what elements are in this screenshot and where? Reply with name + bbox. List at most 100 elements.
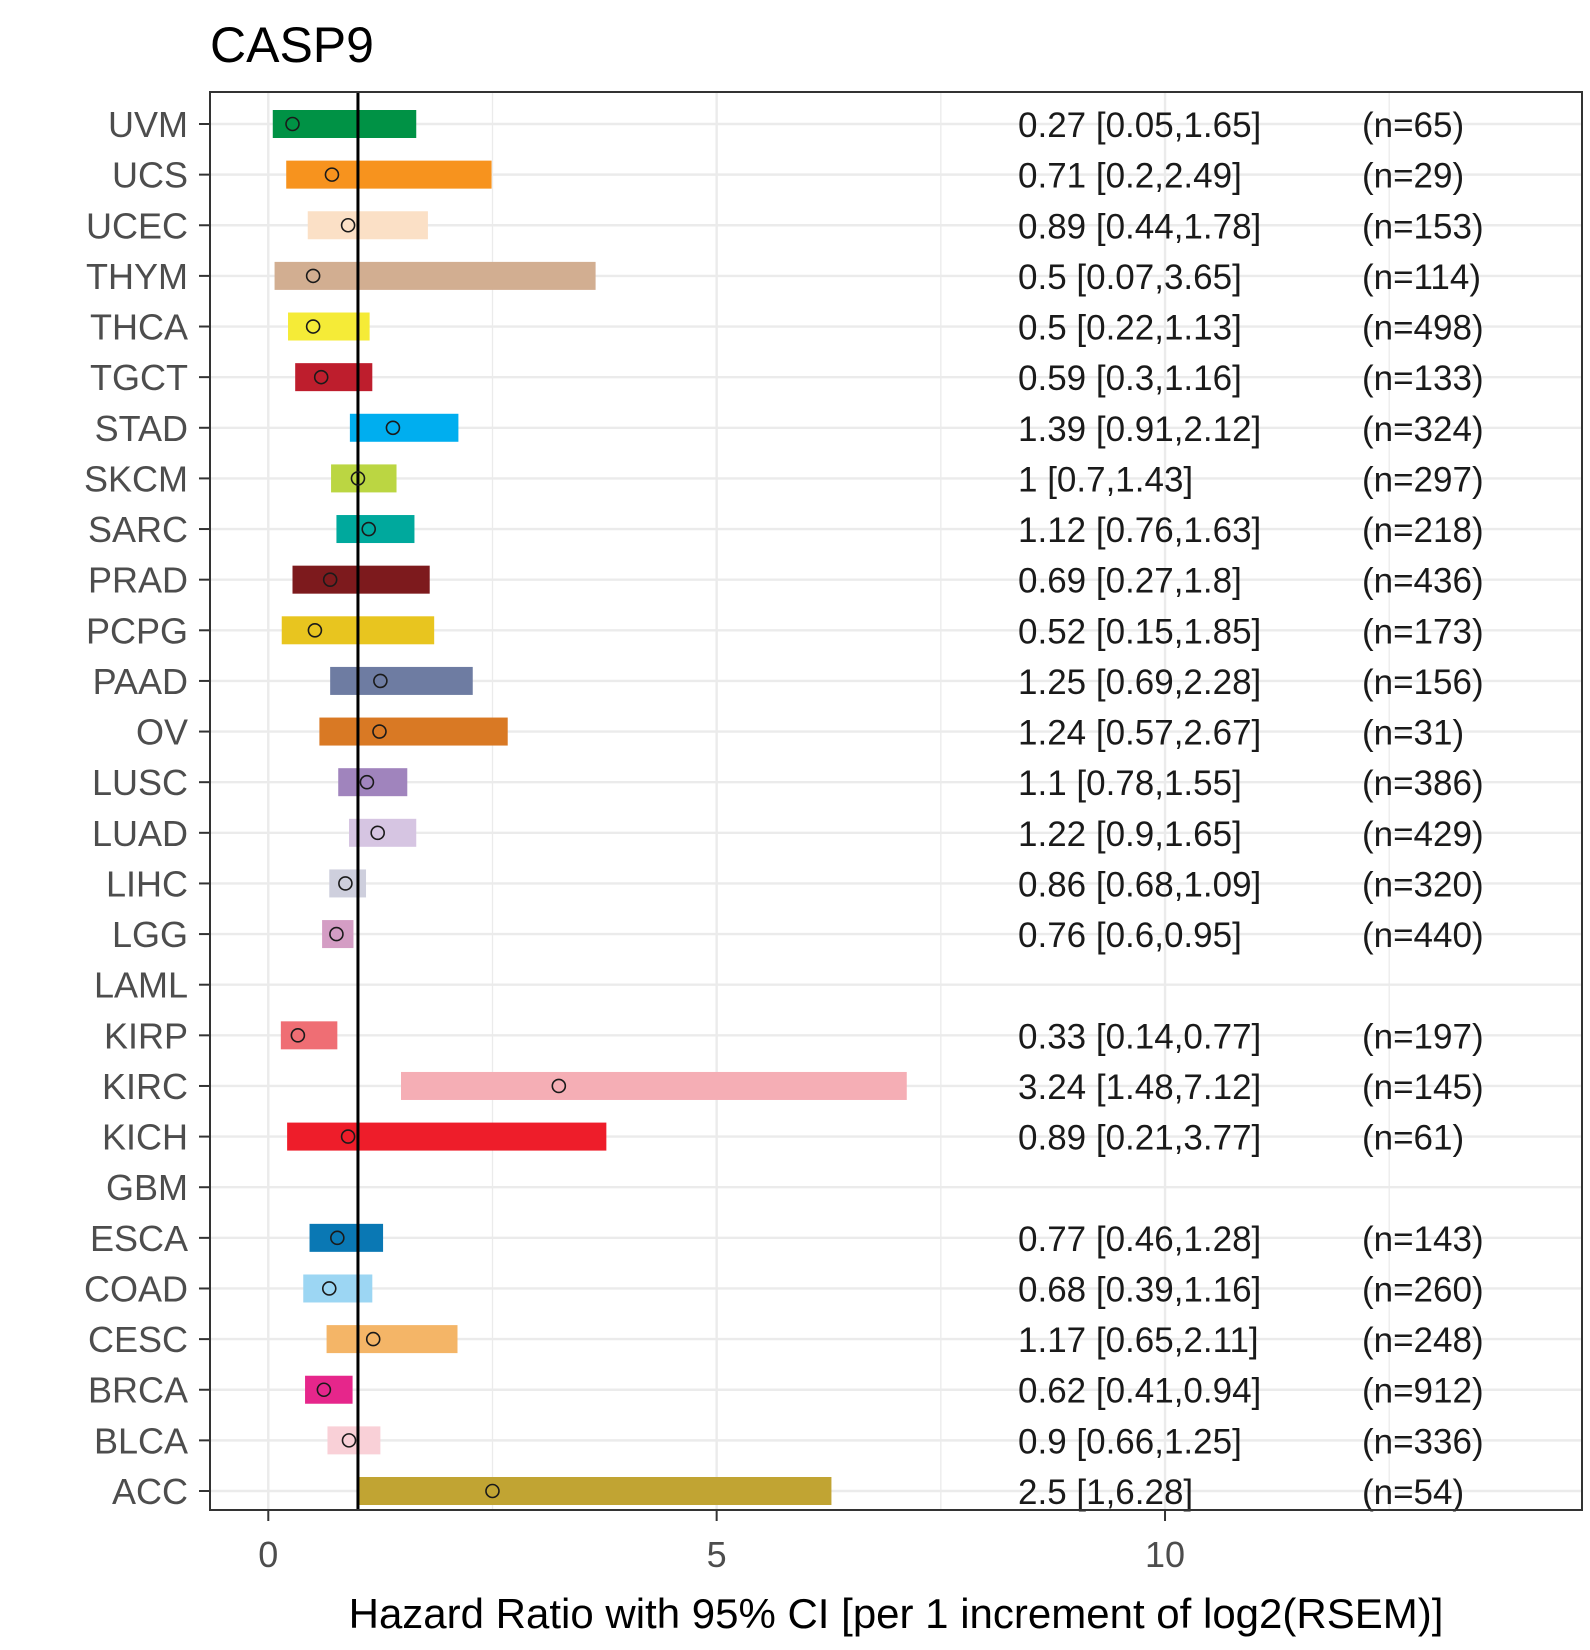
hr-ci-text: 1.39 [0.91,2.12] <box>1018 410 1261 449</box>
sample-size-text: (n=114) <box>1362 258 1481 297</box>
sample-size-text: (n=197) <box>1362 1017 1484 1056</box>
ci-bar <box>330 666 473 695</box>
hr-point <box>361 521 377 537</box>
hr-ci-text: 0.9 [0.66,1.25] <box>1018 1422 1242 1461</box>
hr-point <box>370 825 385 841</box>
grid-lines <box>210 92 1582 1510</box>
hr-ci-text: 0.52 [0.15,1.85] <box>1018 612 1261 651</box>
sample-size-text: (n=498) <box>1362 309 1484 348</box>
sample-size-text: (n=386) <box>1362 764 1484 803</box>
sample-size-text: (n=133) <box>1362 359 1484 398</box>
hr-ci-text: 0.5 [0.22,1.13] <box>1018 309 1242 348</box>
y-tick-label: KIRP <box>104 1015 188 1056</box>
ci-bar <box>292 565 430 594</box>
ci-bar <box>274 261 596 290</box>
ci-bar <box>309 1223 384 1252</box>
sample-size-text: (n=145) <box>1362 1068 1484 1107</box>
ci-bar <box>286 160 492 189</box>
hr-point <box>340 217 356 233</box>
ci-bar <box>357 1477 832 1505</box>
hr-point <box>290 1028 306 1043</box>
hr-ci-text: 0.62 [0.41,0.94] <box>1018 1372 1261 1411</box>
y-tick-label: ESCA <box>90 1218 188 1259</box>
ci-bar <box>305 1375 353 1404</box>
hr-point <box>341 1433 357 1448</box>
x-tick-label: 10 <box>1145 1534 1185 1575</box>
hr-point <box>385 420 401 436</box>
hr-point <box>485 1483 500 1499</box>
y-tick-label: UCS <box>112 155 188 196</box>
y-tick-label: GBM <box>106 1167 188 1208</box>
y-tick-label: UVM <box>108 104 188 145</box>
ci-bar <box>272 110 417 138</box>
hr-point <box>350 471 366 486</box>
y-tick-label: ACC <box>112 1471 188 1512</box>
ci-bar <box>327 1426 381 1455</box>
sample-size-text: (n=173) <box>1362 612 1484 651</box>
sample-size-text: (n=65) <box>1362 106 1464 145</box>
hr-point <box>307 622 323 638</box>
hr-point <box>338 876 353 891</box>
hr-ci-text: 0.89 [0.21,3.77] <box>1018 1119 1261 1158</box>
y-tick-label: SARC <box>88 509 188 550</box>
hr-point <box>305 319 321 334</box>
y-tick-label: CESC <box>88 1319 188 1360</box>
sample-size-text: (n=61) <box>1362 1119 1464 1158</box>
hr-ci-text: 0.27 [0.05,1.65] <box>1018 106 1261 145</box>
hr-ci-text: 1.17 [0.65,2.11] <box>1018 1321 1259 1360</box>
sample-size-text: (n=320) <box>1362 865 1484 904</box>
ci-bar <box>329 869 367 898</box>
y-tick-label: LGG <box>112 914 188 955</box>
hr-point <box>330 1230 345 1246</box>
ci-bar <box>322 920 354 949</box>
hr-ci-text: 0.69 [0.27,1.8] <box>1018 562 1242 601</box>
sample-size-text: (n=29) <box>1362 157 1464 196</box>
y-axis: UVM UCS UCEC THYM THCA TGCT STAD SKCM SARC PRAD PC… <box>84 104 210 1512</box>
x-axis-title: Hazard Ratio with 95% CI [per 1 incremen… <box>349 1590 1444 1637</box>
chart-title: CASP9 <box>210 17 374 73</box>
sample-size-text: (n=31) <box>1362 714 1464 753</box>
hr-point <box>316 1382 332 1398</box>
y-tick-label: SKCM <box>84 458 188 499</box>
y-tick-label: UCEC <box>86 205 188 246</box>
hr-point <box>285 116 300 132</box>
sample-size-text: (n=218) <box>1362 511 1484 550</box>
sample-size-text: (n=912) <box>1362 1372 1484 1411</box>
ci-bar <box>280 1021 338 1050</box>
ci-bar <box>295 363 373 392</box>
sample-size-text: (n=153) <box>1362 207 1484 246</box>
y-tick-label: LIHC <box>106 863 188 904</box>
hr-ci-text: 0.86 [0.68,1.09] <box>1018 865 1261 904</box>
hr-ci-text: 1.24 [0.57,2.67] <box>1018 714 1261 753</box>
sample-size-text: (n=156) <box>1362 663 1484 702</box>
y-tick-label: BLCA <box>94 1420 188 1461</box>
y-tick-label: THCA <box>90 307 188 348</box>
ci-bar <box>288 312 370 341</box>
hr-ci-text: 0.59 [0.3,1.16] <box>1018 359 1242 398</box>
sample-size-text: (n=248) <box>1362 1321 1484 1360</box>
sample-size-text: (n=54) <box>1362 1473 1464 1512</box>
y-tick-label: COAD <box>84 1268 188 1309</box>
sample-size-text: (n=436) <box>1362 562 1484 601</box>
hr-ci-text: 2.5 [1,6.28] <box>1018 1473 1193 1512</box>
y-tick-label: TGCT <box>90 357 188 398</box>
ci-bars <box>272 110 907 1505</box>
y-tick-label: PCPG <box>86 610 188 651</box>
hr-ci-text: 0.68 [0.39,1.16] <box>1018 1270 1261 1309</box>
ci-bar <box>303 1274 373 1303</box>
hr-ci-text: 1.25 [0.69,2.28] <box>1018 663 1261 702</box>
hr-ci-text: 0.71 [0.2,2.49] <box>1018 157 1242 196</box>
y-tick-label: BRCA <box>88 1370 188 1411</box>
ci-bar <box>349 413 459 442</box>
x-tick-label: 5 <box>707 1534 727 1575</box>
ci-bar <box>401 1071 907 1100</box>
y-tick-label: LAML <box>94 965 188 1006</box>
hr-point <box>305 268 321 284</box>
hr-points <box>285 116 567 1499</box>
sample-size-text: (n=440) <box>1362 916 1484 955</box>
ci-bar <box>319 717 508 746</box>
hr-ci-text: 3.24 [1.48,7.12] <box>1018 1068 1261 1107</box>
hr-point <box>321 1281 337 1296</box>
hr-point <box>359 774 375 790</box>
